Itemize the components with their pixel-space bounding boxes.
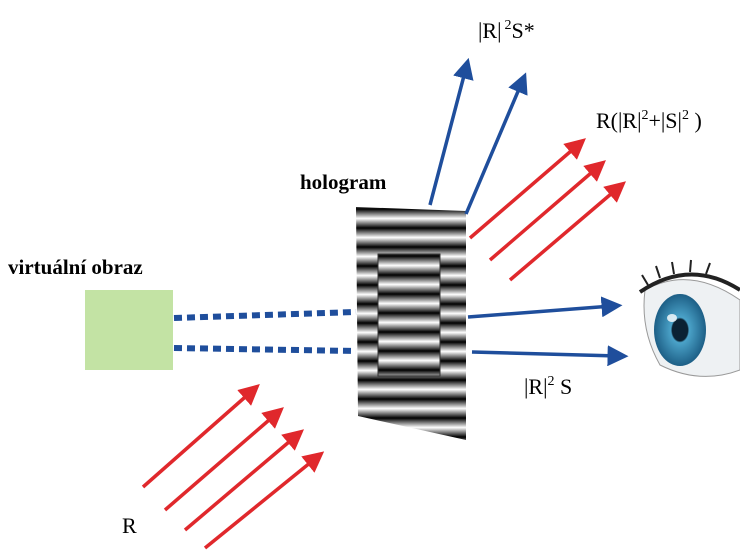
label-part: ) <box>689 108 702 133</box>
virtual-rays <box>174 312 356 351</box>
conjugate-label: |R|2S* <box>478 18 535 43</box>
hologram-label: hologram <box>300 170 387 194</box>
label-exponent: 2 <box>641 108 648 123</box>
label-part: S* <box>511 18 534 43</box>
virtual-image-label: virtuální obraz <box>8 255 143 279</box>
label-exponent: 2 <box>682 108 689 123</box>
label-part: +|S| <box>648 108 681 133</box>
hologram-plate <box>356 207 466 440</box>
zero-order-label: R(|R|2+|S|2 ) <box>596 108 702 133</box>
object-wave-label: |R|2 S <box>524 374 572 399</box>
label-part: |R| <box>524 374 547 399</box>
label-exponent: 2 <box>547 374 554 389</box>
virtual-image-box <box>85 290 173 370</box>
label-part: R(|R| <box>596 108 641 133</box>
label-part: S <box>554 374 572 399</box>
label-exponent: 2 <box>504 18 511 33</box>
diagram: hologram virtuální obraz R |R|2S* R(|R|2… <box>0 0 740 552</box>
reference-label: R <box>122 513 137 538</box>
page: hologram virtuální obraz R |R|2S* R(|R|2… <box>0 0 740 552</box>
label-part: |R| <box>478 18 501 43</box>
eye <box>640 260 740 376</box>
